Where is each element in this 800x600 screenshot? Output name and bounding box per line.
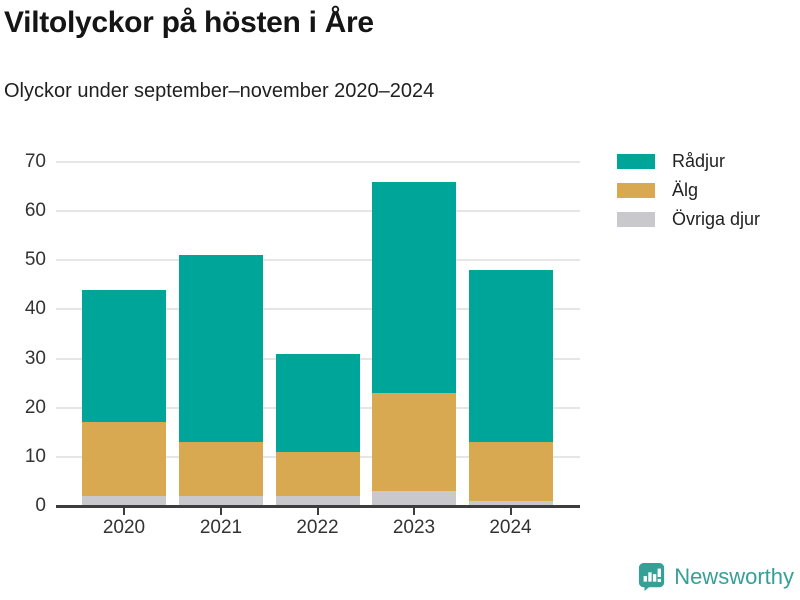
bar-segment-radjur-2020	[82, 289, 166, 423]
chart-plot-area: 2020 2021 2022 2023 2024	[56, 140, 580, 538]
y-gridline-50	[56, 259, 580, 262]
newsworthy-brand-text: Newsworthy	[674, 564, 794, 589]
x-axis-line	[56, 504, 580, 508]
x-tick-label-2023: 2023	[392, 517, 436, 538]
x-tick-2021	[220, 507, 222, 515]
bar-segment-radjur-2024	[468, 270, 553, 443]
bar-segment-ovriga-djur-2023	[372, 491, 456, 506]
y-gridline-40	[56, 308, 580, 311]
legend-swatch-ovriga-djur	[617, 211, 655, 227]
bar-segment-alg-2021	[179, 442, 263, 497]
legend-item-radjur: Rådjur	[617, 150, 725, 172]
y-tick-label-50: 50	[24, 249, 46, 271]
y-tick-label-60: 60	[24, 200, 46, 222]
bar-segment-alg-2020	[82, 422, 166, 497]
bar-segment-alg-2023	[372, 392, 456, 492]
y-tick-label-10: 10	[24, 445, 46, 467]
y-gridline-70	[56, 161, 580, 163]
legend-item-ovriga-djur: Övriga djur	[617, 208, 760, 230]
bar-segment-radjur-2023	[372, 181, 456, 393]
x-tick-2023	[413, 507, 415, 515]
y-tick-label-70: 70	[24, 151, 46, 172]
page-title: Viltolyckor på hösten i Åre	[4, 6, 374, 39]
y-tick-label-0: 0	[35, 495, 46, 516]
y-gridline-60	[56, 210, 580, 213]
bar-segment-alg-2022	[275, 451, 360, 497]
x-tick-2022	[316, 507, 319, 515]
bar-segment-ovriga-djur-2022	[275, 496, 360, 506]
legend-swatch-radjur	[617, 153, 655, 169]
y-tick-label-40: 40	[24, 298, 46, 320]
bar-segment-radjur-2022	[275, 353, 360, 452]
x-tick-label-2022: 2022	[296, 517, 339, 538]
legend-swatch-alg	[617, 182, 655, 198]
legend-label-alg: Älg	[672, 179, 699, 200]
x-tick-label-2024: 2024	[489, 517, 532, 538]
y-tick-label-30: 30	[24, 347, 46, 369]
x-tick-label-2020: 2020	[102, 517, 146, 538]
x-tick-2020	[123, 507, 125, 515]
x-tick-2024	[509, 507, 512, 515]
page-subtitle: Olyckor under september–november 2020–20…	[4, 80, 435, 102]
bar-segment-alg-2024	[468, 442, 553, 502]
bar-segment-ovriga-djur-2020	[82, 496, 166, 506]
legend-label-radjur: Rådjur	[672, 150, 726, 171]
y-tick-label-20: 20	[24, 396, 46, 418]
bar-segment-ovriga-djur-2021	[179, 496, 263, 506]
newsworthy-logo-icon	[639, 563, 665, 591]
legend-item-alg: Älg	[617, 179, 698, 201]
x-tick-label-2021: 2021	[199, 517, 243, 538]
bar-segment-radjur-2021	[179, 255, 263, 443]
newsworthy-brand: Newsworthy	[638, 562, 794, 592]
bar-segment-ovriga-djur-2024	[468, 501, 553, 506]
legend-label-ovriga-djur: Övriga djur	[672, 208, 761, 229]
